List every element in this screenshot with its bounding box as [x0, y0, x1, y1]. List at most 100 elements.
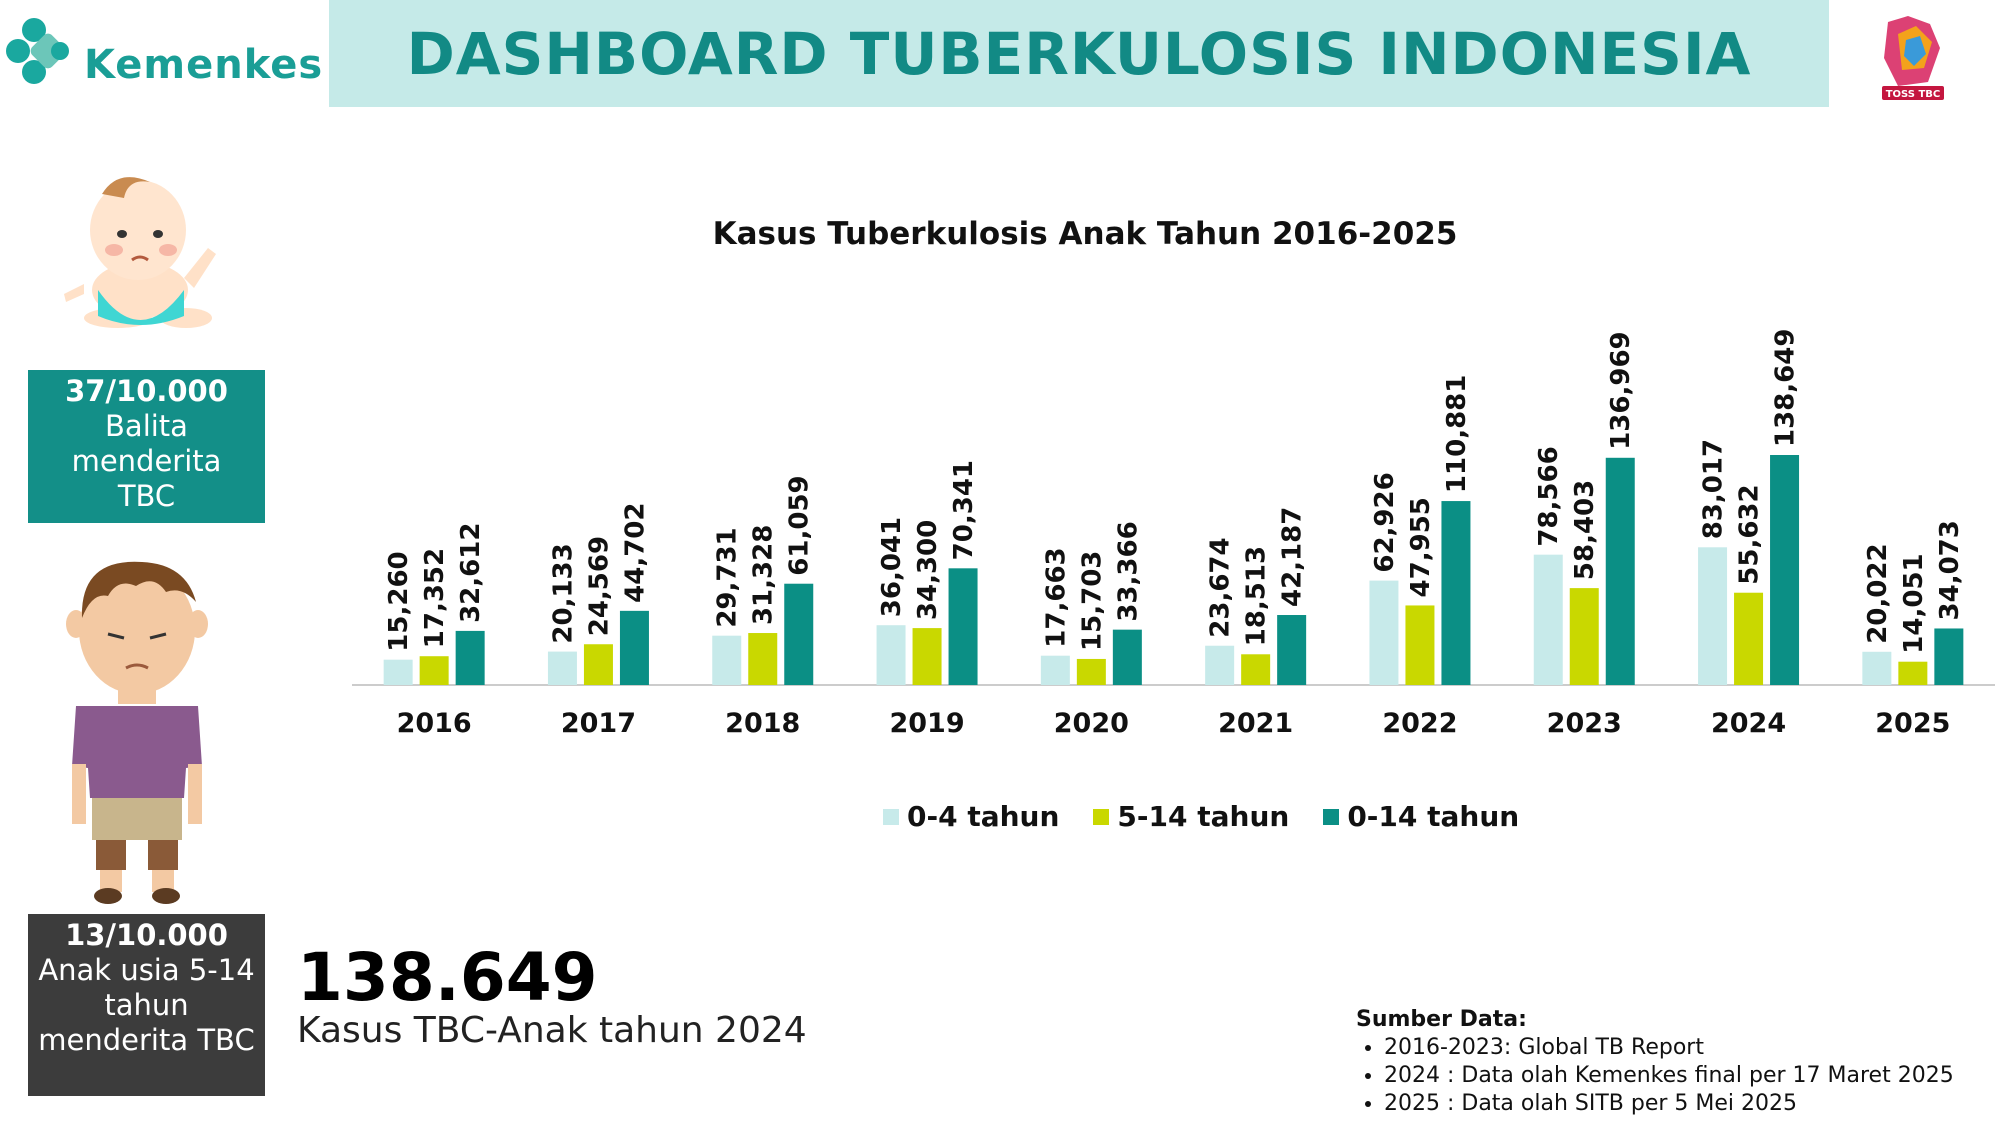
data-label: 55,632 [1735, 484, 1765, 584]
data-label: 17,352 [420, 548, 450, 648]
x-tick-label: 2016 [397, 708, 472, 739]
data-label: 61,059 [785, 475, 815, 575]
x-tick-label: 2022 [1382, 708, 1457, 739]
bar-2020-2 [1112, 629, 1142, 685]
stat-balita-text: Balita menderita TBC [71, 409, 222, 513]
data-label: 83,017 [1699, 439, 1729, 539]
data-label: 42,187 [1278, 507, 1308, 607]
toss-tbc-logo: TOSS TBC [1882, 16, 1944, 100]
data-label: 70,341 [949, 460, 979, 560]
data-label: 47,955 [1406, 497, 1436, 597]
chart-legend: 0-4 tahun 5-14 tahun 0-14 tahun [883, 800, 1519, 833]
data-label: 17,663 [1041, 547, 1071, 647]
data-label: 33,366 [1113, 521, 1143, 621]
source-list: 2016-2023: Global TB Report 2024 : Data … [1356, 1034, 1954, 1118]
data-label: 31,328 [749, 525, 779, 625]
stat-balita-value: 37/10.000 [65, 374, 228, 408]
x-tick-label: 2024 [1711, 708, 1786, 739]
legend-swatch-0-14 [1323, 808, 1340, 825]
baby-illustration [64, 177, 216, 328]
page-title: DASHBOARD TUBERKULOSIS INDONESIA [406, 19, 1752, 88]
data-label: 20,022 [1863, 543, 1893, 643]
data-label: 78,566 [1534, 446, 1564, 546]
legend-label-0-14: 0-14 tahun [1347, 800, 1520, 833]
source-item: 2024 : Data olah Kemenkes final per 17 M… [1384, 1062, 1954, 1090]
data-label: 44,702 [620, 503, 650, 603]
data-label: 58,403 [1570, 480, 1600, 580]
bar-2024-0 [1698, 547, 1728, 685]
bar-2016-2 [455, 630, 485, 685]
bar-2020-1 [1076, 658, 1106, 685]
bar-2017-0 [547, 651, 577, 685]
brand-name: Kemenkes [84, 42, 324, 88]
x-tick-label: 2017 [561, 708, 636, 739]
data-label: 23,674 [1206, 537, 1236, 637]
bar-2024-1 [1734, 592, 1764, 685]
x-tick-label: 2023 [1547, 708, 1622, 739]
data-label: 24,569 [584, 536, 614, 636]
data-label: 138,649 [1771, 329, 1801, 447]
source-item: 2025 : Data olah SITB per 5 Mei 2025 [1384, 1090, 1954, 1118]
bar-2021-0 [1205, 645, 1235, 685]
bar-2023-1 [1569, 588, 1599, 685]
legend-label-5-14: 5-14 tahun [1117, 800, 1290, 833]
bar-2022-2 [1441, 501, 1471, 685]
bar-chart: 15,260 17,352 32,612 2016 20,133 24,569 44,702… [352, 329, 1995, 739]
data-label: 18,513 [1242, 546, 1272, 646]
x-tick-label: 2025 [1875, 708, 1950, 739]
bar-2025-2 [1934, 628, 1964, 685]
legend-item-0-14: 0-14 tahun [1323, 800, 1519, 833]
bar-2020-0 [1040, 655, 1070, 685]
legend-swatch-0-4 [883, 808, 899, 825]
data-label: 20,133 [548, 543, 578, 643]
highlight-value: 138.649 [297, 939, 598, 1016]
data-label: 62,926 [1370, 472, 1400, 572]
data-label: 34,300 [913, 520, 943, 620]
bar-2019-1 [912, 628, 942, 685]
bar-2017-1 [583, 644, 613, 685]
chart-title: Kasus Tuberkulosis Anak Tahun 2016-2025 [712, 216, 1458, 252]
data-label: 136,969 [1606, 331, 1636, 449]
data-label: 29,731 [713, 527, 743, 627]
x-tick-label: 2021 [1218, 708, 1293, 739]
stat-anak-text: Anak usia 5-14 tahun menderita TBC [38, 953, 255, 1057]
data-label: 36,041 [877, 517, 907, 617]
bar-2025-1 [1898, 661, 1928, 685]
kemenkes-logo: Kemenkes [4, 14, 322, 94]
x-tick-label: 2020 [1054, 708, 1129, 739]
bar-2018-1 [748, 633, 778, 685]
bar-2021-1 [1241, 654, 1271, 685]
legend-label-0-4: 0-4 tahun [907, 800, 1060, 833]
data-label: 14,051 [1899, 553, 1929, 653]
bar-2018-0 [712, 635, 742, 685]
x-tick-label: 2018 [725, 708, 800, 739]
source-notes: Sumber Data: 2016-2023: Global TB Report… [1356, 1006, 1954, 1118]
legend-item-0-4: 0-4 tahun [883, 800, 1059, 833]
data-label: 15,703 [1077, 551, 1107, 651]
stat-box-anak: 13/10.000 Anak usia 5-14 tahun menderita… [28, 914, 265, 1096]
header-bar: DASHBOARD TUBERKULOSIS INDONESIA [329, 0, 1829, 107]
bar-2023-0 [1533, 554, 1563, 685]
x-tick-label: 2019 [889, 708, 964, 739]
bar-2022-0 [1369, 580, 1399, 685]
bar-2022-1 [1405, 605, 1435, 685]
bar-2017-2 [619, 610, 649, 685]
bar-2024-2 [1770, 455, 1800, 685]
data-label: 32,612 [456, 523, 486, 623]
bar-2018-2 [784, 583, 814, 685]
bar-2016-0 [383, 659, 413, 685]
stat-anak-value: 13/10.000 [65, 918, 228, 952]
source-title: Sumber Data: [1356, 1007, 1527, 1032]
bar-2023-2 [1605, 457, 1635, 685]
bar-2019-0 [876, 625, 906, 685]
stat-box-balita: 37/10.000 Balita menderita TBC [28, 370, 265, 523]
bar-2021-2 [1277, 615, 1307, 685]
child-illustration [66, 561, 208, 904]
bar-2016-1 [419, 656, 449, 685]
bar-2025-0 [1862, 651, 1892, 685]
highlight-caption: Kasus TBC-Anak tahun 2024 [297, 1010, 807, 1051]
data-label: 15,260 [384, 551, 414, 651]
source-item: 2016-2023: Global TB Report [1384, 1034, 1954, 1062]
data-label: 34,073 [1935, 520, 1965, 620]
data-label: 110,881 [1442, 375, 1472, 493]
